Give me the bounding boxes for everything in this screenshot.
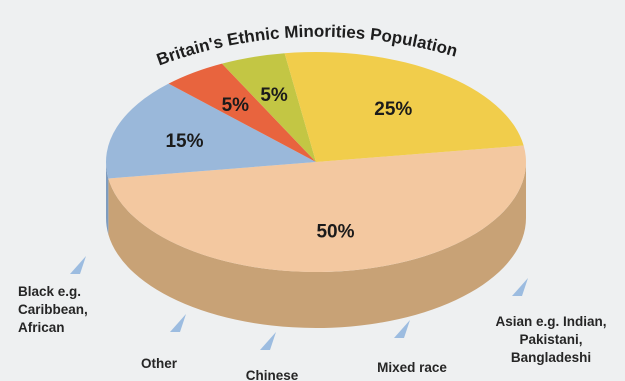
pie-top-slices: [106, 51, 526, 272]
legend-pointer-2: [260, 332, 276, 350]
legend-label-4-line-1: Caribbean,: [18, 302, 88, 317]
legend-label-0-line-0: Asian e.g. Indian,: [495, 314, 606, 329]
legend-label-4-line-2: African: [18, 320, 65, 335]
pie-slice-1: [106, 83, 316, 179]
pie-side-1: [106, 162, 109, 235]
pie-slice-0: [108, 145, 526, 272]
slice-value-label-0: 50%: [316, 221, 354, 242]
legend-label-0-line-2: Bangladeshi: [511, 350, 591, 365]
legend-label-3-line-0: Other: [141, 356, 178, 371]
slice-value-label-2: 5%: [222, 95, 250, 116]
legend-label-0-line-1: Pakistani,: [519, 332, 582, 347]
legend-pointer-3: [170, 314, 186, 332]
pie-slice-4: [284, 51, 524, 162]
slice-value-labels: 50% 15% 5% 5% 25%: [165, 85, 412, 243]
slice-value-label-4: 25%: [374, 99, 412, 120]
legend-pointer-4: [70, 256, 86, 274]
pie-side-0: [108, 162, 527, 328]
legend-pointers: [70, 256, 528, 350]
slice-value-label-1: 15%: [165, 131, 203, 152]
pie-side-walls: [106, 162, 527, 328]
legend: Asian e.g. Indian, Pakistani, Bangladeshi M…: [18, 284, 607, 381]
slice-value-label-3: 5%: [260, 85, 288, 106]
legend-pointer-1: [394, 320, 410, 338]
legend-pointer-0: [512, 278, 528, 296]
pie-slice-3: [221, 53, 316, 162]
legend-label-2-line-0: Chinese: [246, 368, 299, 381]
legend-label-1-line-0: Mixed race: [377, 360, 447, 375]
pie-slice-2: [168, 63, 316, 162]
legend-label-4-line-0: Black e.g.: [18, 284, 81, 299]
